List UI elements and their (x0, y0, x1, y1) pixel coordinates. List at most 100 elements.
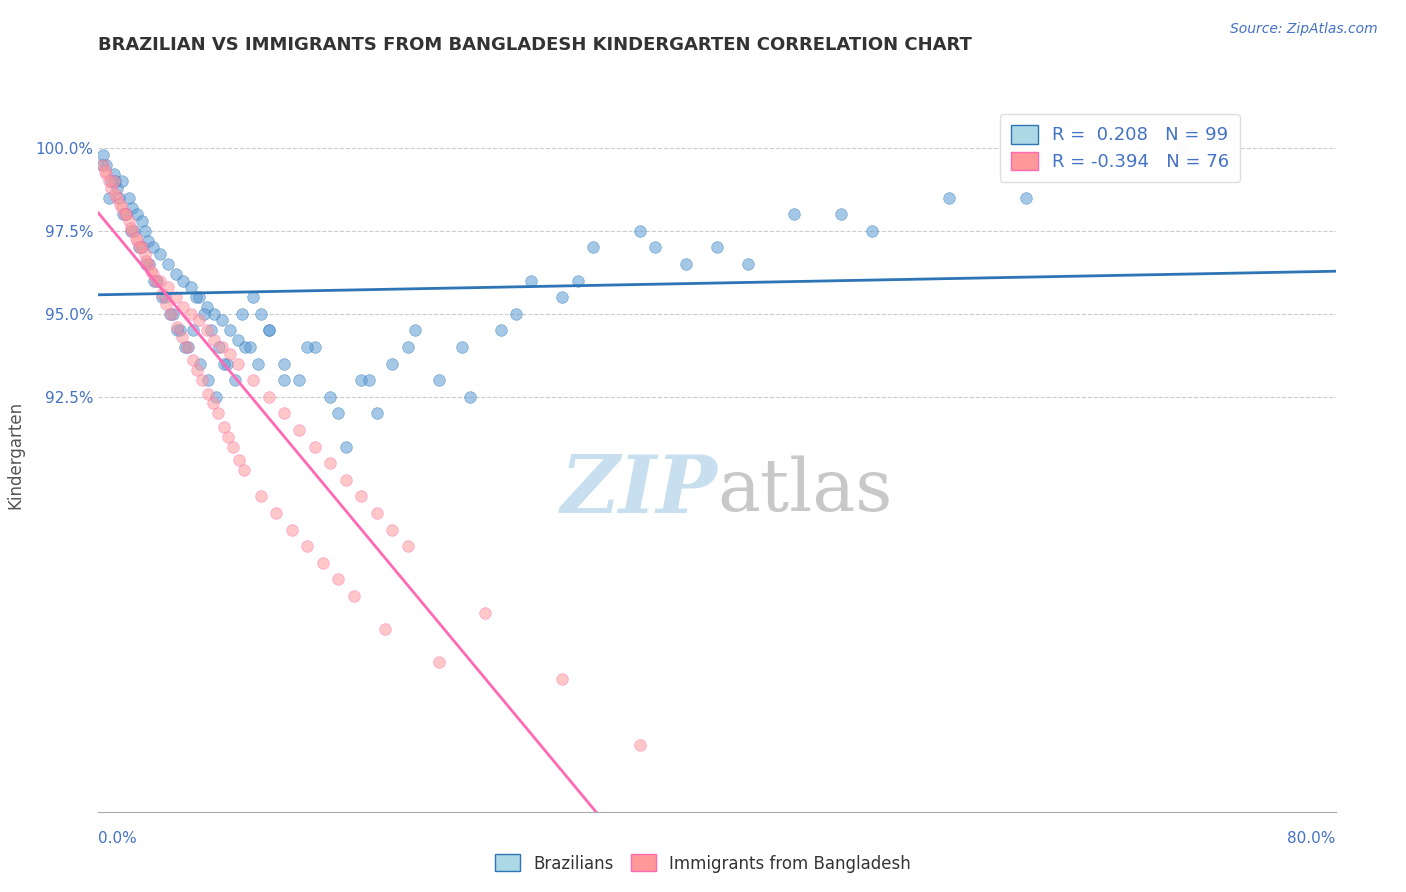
Point (737, 257, 759, 271)
Point (288, 373, 311, 387)
Point (124, 230, 146, 244)
Point (165, 290, 187, 304)
Point (226, 334, 249, 348)
Point (127, 207, 149, 221)
Point (273, 373, 295, 387)
Point (628, 224, 651, 238)
Point (304, 340, 326, 354)
Point (474, 606, 496, 620)
Point (143, 274, 166, 288)
Point (235, 340, 257, 354)
Point (181, 353, 204, 368)
Point (134, 247, 156, 261)
Point (129, 240, 152, 254)
Point (567, 274, 589, 288)
Point (242, 373, 264, 387)
Point (121, 224, 143, 238)
Point (489, 323, 512, 337)
Point (335, 473, 357, 487)
Point (159, 307, 181, 321)
Point (160, 307, 183, 321)
Point (405, 323, 427, 337)
Point (201, 396, 224, 410)
Point (176, 340, 198, 354)
Point (551, 672, 574, 686)
Point (208, 340, 231, 354)
Point (107, 191, 129, 205)
Point (319, 390, 342, 404)
Point (675, 257, 697, 271)
Point (257, 323, 280, 337)
Point (195, 300, 218, 314)
Point (211, 313, 233, 327)
Point (131, 214, 153, 228)
Point (396, 539, 419, 553)
Point (188, 290, 211, 304)
Point (288, 423, 311, 437)
Point (505, 307, 527, 321)
Point (98, 174, 121, 188)
Point (319, 456, 342, 470)
Point (100, 174, 122, 188)
Point (104, 174, 127, 188)
Point (246, 357, 269, 371)
Point (190, 357, 212, 371)
Point (134, 224, 156, 238)
Point (184, 290, 207, 304)
Point (111, 174, 132, 188)
Text: Source: ZipAtlas.com: Source: ZipAtlas.com (1230, 22, 1378, 37)
Point (149, 274, 172, 288)
Point (96, 168, 118, 182)
Point (127, 234, 149, 248)
Y-axis label: Kindergarten: Kindergarten (7, 401, 24, 509)
Legend: Brazilians, Immigrants from Bangladesh: Brazilians, Immigrants from Bangladesh (489, 847, 917, 880)
Point (273, 406, 295, 420)
Point (120, 224, 142, 238)
Point (98, 191, 121, 205)
Point (366, 506, 388, 520)
Point (181, 323, 204, 337)
Point (326, 406, 350, 420)
Point (191, 373, 214, 387)
Point (146, 274, 169, 288)
Point (257, 323, 280, 337)
Point (150, 287, 173, 301)
Point (396, 340, 419, 354)
Point (374, 622, 396, 636)
Point (297, 340, 319, 354)
Point (100, 180, 122, 194)
Point (520, 274, 543, 288)
Point (257, 390, 280, 404)
Point (215, 357, 238, 371)
Point (170, 330, 193, 344)
Point (115, 207, 138, 221)
Point (115, 207, 138, 221)
Point (366, 406, 388, 420)
Point (188, 313, 211, 327)
Point (582, 240, 605, 254)
Point (197, 386, 219, 401)
Point (212, 357, 235, 371)
Point (226, 357, 249, 371)
Point (304, 440, 326, 454)
Point (239, 340, 262, 354)
Point (222, 440, 245, 454)
Point (197, 373, 219, 387)
Point (114, 207, 136, 221)
Point (166, 320, 188, 334)
Point (205, 390, 228, 404)
Point (193, 307, 215, 321)
Point (162, 307, 184, 321)
Point (169, 323, 191, 337)
Point (145, 274, 167, 288)
Point (217, 430, 239, 444)
Point (312, 556, 335, 570)
Point (136, 234, 159, 248)
Point (180, 307, 202, 321)
Point (139, 263, 162, 277)
Point (111, 201, 132, 215)
Point (121, 201, 143, 215)
Point (231, 307, 253, 321)
Point (157, 257, 180, 271)
Point (118, 214, 141, 228)
